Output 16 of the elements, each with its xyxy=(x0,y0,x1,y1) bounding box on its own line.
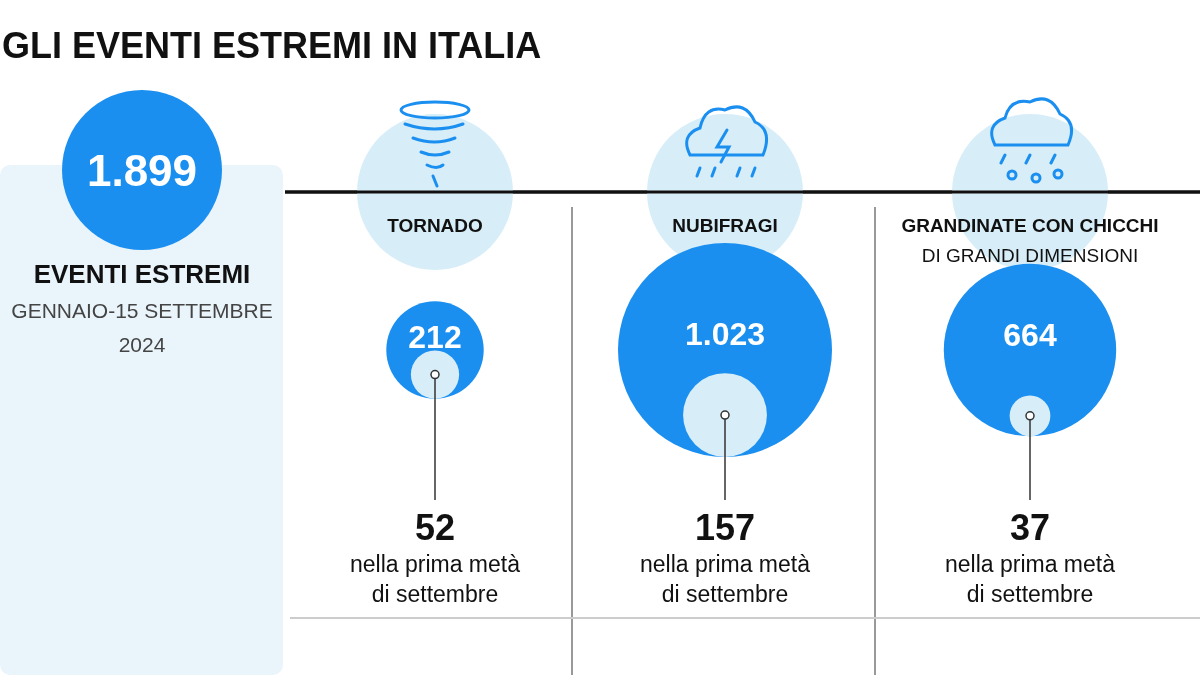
data-label: 157 xyxy=(694,507,756,548)
data-label: 212 xyxy=(408,318,462,355)
data-label: 52 xyxy=(414,507,456,548)
category-label: TORNADO xyxy=(387,215,483,236)
text: nella prima metà di settembre xyxy=(349,551,521,607)
text: 1.899 xyxy=(86,146,198,195)
data-label: 664 xyxy=(1003,316,1057,353)
data-label: 1.023 xyxy=(684,315,766,352)
text: nella prima metà di settembre xyxy=(639,551,811,607)
text: EVENTI ESTREMI xyxy=(33,259,251,289)
category-label: GRANDINATE CON CHICCHI DI GRANDI DIMENSIONI xyxy=(901,215,1159,266)
text: nella prima metà di settembre xyxy=(944,551,1116,607)
text: GLI EVENTI ESTREMI IN ITALIA xyxy=(2,25,542,66)
text: GENNAIO-15 SETTEMBRE 2024 xyxy=(11,299,273,356)
category-label: NUBIFRAGI xyxy=(672,215,778,236)
data-label: 37 xyxy=(1009,507,1051,548)
